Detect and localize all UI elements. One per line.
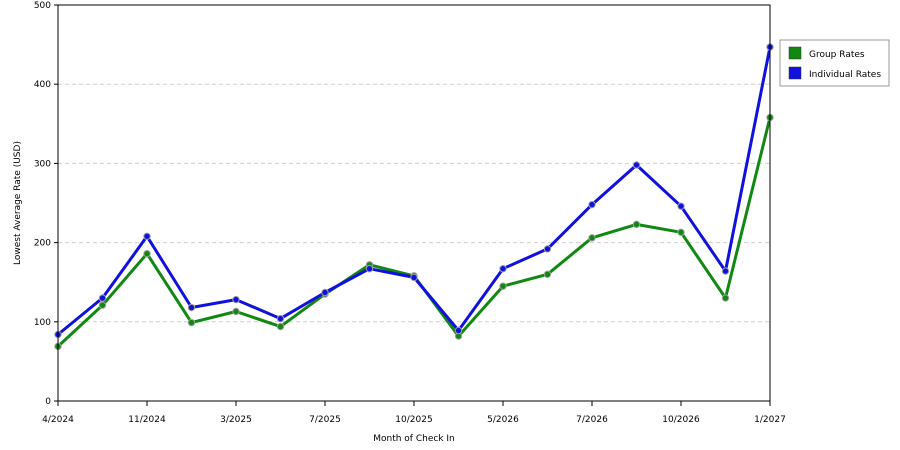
data-point-individual-rates [143, 232, 151, 240]
x-tick-label: 10/2026 [662, 415, 700, 425]
data-point-individual-rates [588, 200, 596, 209]
x-tick-label: 5/2026 [487, 415, 519, 425]
legend-label-group-rates: Group Rates [809, 50, 865, 60]
x-tick-label: 1/2027 [754, 415, 786, 425]
data-point-group-rates [232, 307, 240, 316]
series-line-individual-rates [57, 46, 772, 336]
x-tick-label: 11/2024 [128, 415, 166, 425]
x-tick-label: 3/2025 [220, 415, 252, 425]
data-point-individual-rates [721, 267, 730, 275]
plot-frame [57, 4, 771, 402]
legend-swatch-individual-rates [788, 66, 802, 80]
data-point-individual-rates [365, 265, 374, 273]
legend-swatch-group-rates [788, 46, 802, 60]
data-point-individual-rates [98, 294, 107, 302]
data-point-individual-rates [499, 265, 507, 273]
legend-label-individual-rates: Individual Rates [809, 70, 881, 80]
y-tick-label: 0 [45, 397, 51, 407]
data-point-group-rates [98, 301, 107, 309]
y-tick-label: 400 [34, 80, 51, 90]
x-tick-label: 7/2025 [309, 415, 341, 425]
data-point-group-rates [276, 322, 285, 331]
x-tick-label: 10/2025 [395, 415, 432, 425]
y-axis-ticks: 0 100 200 300 400 500 [34, 1, 58, 407]
legend: Group Rates Individual Rates [779, 39, 890, 87]
data-point-group-rates [721, 294, 730, 302]
x-tick-label: 4/2024 [42, 415, 74, 425]
data-point-individual-rates [232, 295, 240, 304]
x-axis-ticks: 4/2024 11/2024 3/2025 7/2025 10/2025 5/2026 7/… [42, 401, 786, 425]
x-axis-title: Month of Check In [373, 434, 455, 444]
data-point-individual-rates [276, 314, 285, 323]
data-point-group-rates [187, 318, 196, 327]
series-lines [54, 43, 774, 351]
y-tick-label: 500 [34, 1, 51, 11]
data-point-individual-rates [321, 288, 329, 297]
data-point-group-rates [543, 270, 552, 278]
x-tick-label: 7/2026 [576, 415, 608, 425]
data-point-individual-rates [187, 303, 196, 312]
grid-lines [58, 83, 770, 323]
data-point-group-rates [677, 228, 685, 237]
y-tick-label: 300 [34, 159, 51, 169]
data-point-group-rates [499, 282, 507, 290]
y-tick-label: 100 [34, 318, 51, 328]
data-point-individual-rates [677, 202, 685, 210]
y-axis-title: Lowest Average Rate (USD) [13, 141, 23, 265]
data-point-group-rates [143, 249, 151, 258]
data-point-group-rates [632, 220, 641, 229]
data-point-group-rates [588, 234, 596, 242]
series-line-group-rates [56, 117, 772, 348]
data-point-individual-rates [454, 326, 463, 335]
data-point-individual-rates [410, 273, 418, 282]
y-tick-label: 200 [34, 239, 51, 249]
data-point-individual-rates [632, 161, 641, 169]
data-point-individual-rates [543, 245, 552, 253]
